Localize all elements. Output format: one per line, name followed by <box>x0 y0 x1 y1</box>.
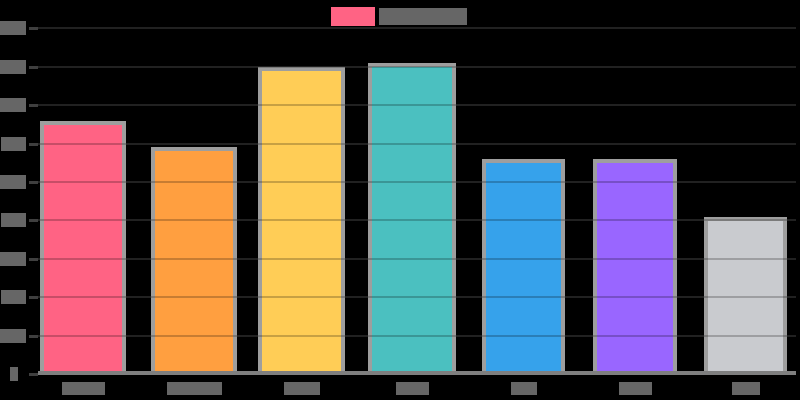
y-gridline-overlay <box>38 65 796 68</box>
y-gridline-overlay <box>38 296 796 299</box>
legend-label-redacted-block <box>379 8 467 25</box>
bar-category-3[interactable] <box>258 66 345 374</box>
y-gridline-overlay <box>38 104 796 107</box>
y-tick-label-redacted-block <box>10 367 18 381</box>
legend-color-swatch-icon <box>331 7 375 26</box>
y-gridline-overlay <box>38 219 796 222</box>
y-gridline-overlay <box>38 27 796 30</box>
y-tick-label-redacted-block <box>0 98 26 113</box>
y-tick-label-redacted-block <box>1 213 26 228</box>
x-tick-label-redacted-block <box>166 382 222 395</box>
y-gridline-overlay <box>38 257 796 260</box>
y-axis-tick-mark <box>29 104 38 108</box>
bar-category-4[interactable] <box>368 62 456 374</box>
y-tick-label-redacted-block <box>0 328 26 343</box>
bar-category-7[interactable] <box>704 216 787 374</box>
y-gridline-overlay <box>38 181 796 183</box>
bar-category-5[interactable] <box>482 158 565 374</box>
y-gridline <box>38 27 796 30</box>
x-tick-label-redacted-block <box>61 382 105 395</box>
y-gridline-overlay <box>38 334 796 337</box>
y-tick-label-redacted-block <box>0 175 26 189</box>
x-tick-label-redacted-block <box>510 382 537 395</box>
y-tick-label-redacted-block <box>0 59 26 74</box>
y-tick-label-redacted-block <box>1 136 26 151</box>
bar-category-2[interactable] <box>151 147 237 374</box>
x-axis-baseline <box>38 371 796 375</box>
y-axis-tick-mark <box>29 334 38 338</box>
x-tick-label-redacted-block <box>731 382 760 395</box>
y-tick-label-redacted-block <box>1 290 26 305</box>
y-gridline-overlay <box>38 142 796 145</box>
x-tick-label-redacted-block <box>395 382 429 395</box>
x-tick-label-redacted-block <box>618 382 652 395</box>
y-axis-tick-mark <box>29 181 38 184</box>
bar-category-6[interactable] <box>593 158 677 374</box>
y-axis-tick-mark <box>29 65 38 69</box>
y-axis-tick-mark <box>29 257 38 261</box>
y-axis-tick-mark <box>29 27 38 31</box>
y-axis-tick-mark <box>29 296 38 300</box>
y-tick-label-redacted-block <box>0 251 26 266</box>
y-tick-label-redacted-block <box>0 21 26 36</box>
y-axis-tick-mark <box>29 373 38 376</box>
y-axis-tick-mark <box>29 219 38 223</box>
x-tick-label-redacted-block <box>283 382 320 395</box>
chart-legend <box>0 0 800 30</box>
y-axis-tick-mark <box>29 142 38 146</box>
bar-category-1[interactable] <box>40 120 126 374</box>
